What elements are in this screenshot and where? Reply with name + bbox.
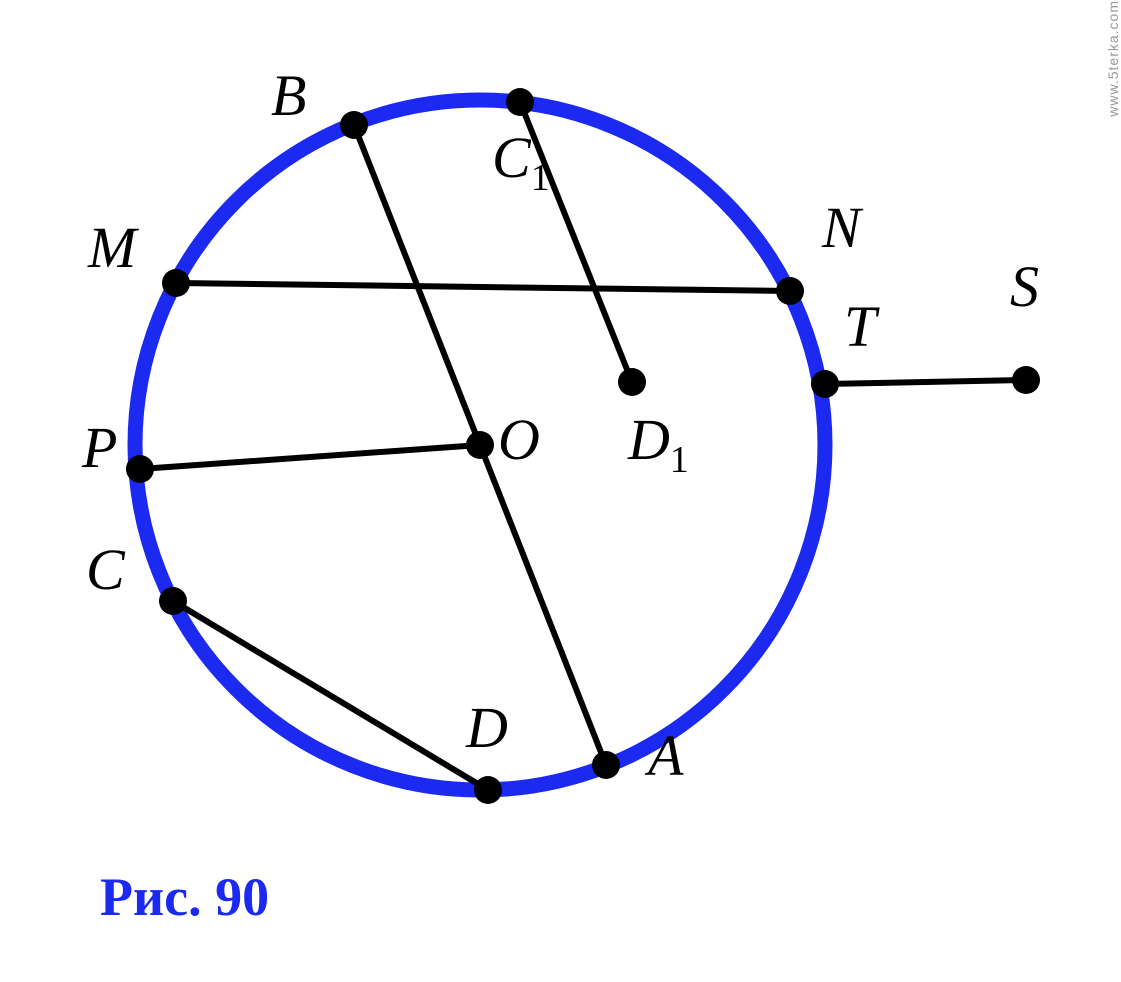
- segment-M-N: [176, 283, 790, 291]
- label-N: N: [822, 194, 861, 261]
- point-M: [162, 269, 190, 297]
- label-M: M: [88, 214, 136, 281]
- watermark-text: www.5terka.com: [1105, 0, 1121, 117]
- point-O: [466, 431, 494, 459]
- label-C: C: [86, 536, 125, 603]
- point-C: [159, 587, 187, 615]
- point-A: [592, 751, 620, 779]
- label-B: B: [271, 62, 306, 129]
- point-D1: [618, 368, 646, 396]
- figure-caption: Рис. 90: [100, 866, 269, 928]
- label-C1: C1: [492, 124, 550, 191]
- point-T: [811, 370, 839, 398]
- point-C1: [506, 88, 534, 116]
- point-B: [340, 111, 368, 139]
- label-O: O: [498, 406, 540, 473]
- segment-P-O: [140, 445, 480, 469]
- figure-canvas: Рис. 90 www.5terka.com B C1 M NT S P O D1 C D A: [0, 0, 1121, 982]
- label-D: D: [466, 694, 508, 761]
- figure-svg: [0, 0, 1121, 982]
- label-P: P: [82, 414, 117, 481]
- label-T: T: [844, 293, 876, 360]
- label-D1: D1: [628, 406, 689, 473]
- label-A: A: [648, 722, 683, 789]
- segment-T-S: [825, 380, 1026, 384]
- label-S: S: [1010, 253, 1039, 320]
- point-S: [1012, 366, 1040, 394]
- point-D: [474, 776, 502, 804]
- point-N: [776, 277, 804, 305]
- point-P: [126, 455, 154, 483]
